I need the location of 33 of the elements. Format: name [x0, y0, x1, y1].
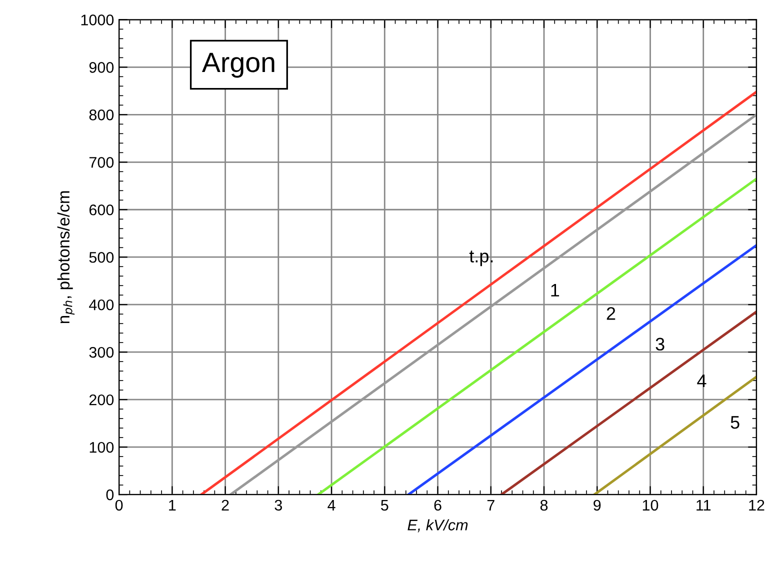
- y-tick-label: 500: [89, 252, 114, 263]
- series-label: t.p.: [469, 250, 493, 266]
- x-tick-label: 8: [540, 500, 548, 511]
- x-tick-label: 9: [594, 500, 601, 511]
- x-tick-label: 6: [434, 500, 442, 511]
- x-tick-label: 1: [169, 500, 176, 510]
- x-tick-label: 4: [328, 500, 336, 510]
- x-tick-label: 11: [696, 500, 711, 510]
- x-tick-label: 2: [222, 500, 229, 510]
- y-tick-label: 900: [89, 62, 114, 73]
- y-tick-label: 0: [106, 489, 114, 500]
- series-label: 3: [656, 338, 664, 351]
- y-tick-label: 600: [89, 204, 114, 216]
- x-tick-label: 3: [274, 500, 282, 511]
- y-tick-label: 700: [89, 157, 114, 168]
- x-tick-label: 0: [115, 500, 123, 511]
- y-tick-label: 200: [89, 394, 114, 406]
- x-tick-label: 12: [749, 500, 764, 510]
- x-tick-label: 10: [642, 500, 658, 511]
- series-label: 5: [730, 416, 740, 429]
- series-label: 4: [697, 374, 706, 388]
- y-tick-label: 800: [89, 110, 114, 120]
- x-tick-label: 5: [381, 500, 388, 511]
- x-axis-title: E, kV/cm: [408, 519, 468, 532]
- x-tick-label: 7: [487, 500, 494, 510]
- y-tick-label: 100: [90, 442, 114, 453]
- annotation: Argon: [202, 52, 274, 78]
- series-label: 2: [606, 307, 616, 320]
- series-label: 1: [551, 284, 560, 296]
- y-tick-label: 300: [89, 346, 114, 358]
- y-tick-label: 400: [89, 299, 114, 310]
- y-tick-label: 1000: [81, 14, 114, 26]
- y-axis-title: n$_{ph}$, photons/e/cm: [57, 191, 75, 324]
